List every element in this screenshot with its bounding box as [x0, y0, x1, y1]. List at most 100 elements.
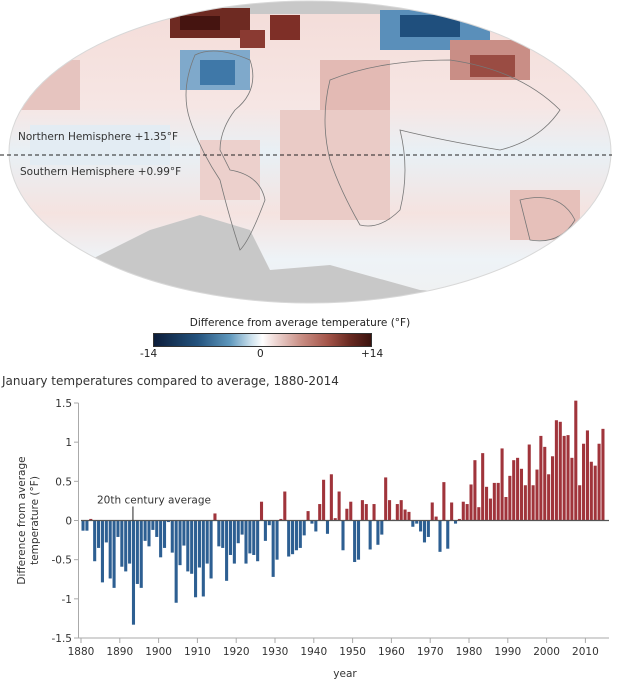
- y-axis-label-line2: temperature (°F): [29, 476, 41, 565]
- bar-1896: [143, 520, 147, 541]
- bar-1937: [302, 520, 306, 536]
- x-ticks: 1880 1890 1900 1910 1920 1930 1940 1950 1960 1970…: [68, 638, 599, 658]
- bar-1921: [240, 520, 244, 535]
- bar-1918: [228, 520, 233, 555]
- x-tick-label: 2000: [533, 646, 560, 658]
- bar-1917: [225, 520, 229, 581]
- bar-2002: [554, 420, 558, 521]
- bar-1998: [539, 435, 543, 521]
- x-tick-label: 1900: [145, 646, 172, 658]
- bar-1911: [201, 520, 205, 597]
- bars-group: [81, 400, 605, 625]
- bar-1946: [337, 491, 341, 521]
- x-tick-label: 1910: [184, 646, 211, 658]
- bar-1905: [178, 520, 182, 566]
- x-axis-label: year: [333, 668, 357, 680]
- bar-1885: [100, 520, 104, 583]
- bar-1913: [209, 520, 213, 579]
- x-tick-label: 1920: [223, 646, 250, 658]
- bar-1971: [434, 516, 438, 521]
- bar-1978: [461, 501, 465, 521]
- bar-1959: [388, 500, 392, 521]
- bar-1962: [399, 500, 403, 521]
- bar-1995: [527, 444, 531, 521]
- bar-1981: [473, 460, 477, 521]
- bar-2009: [582, 443, 586, 521]
- bar-1941: [318, 504, 322, 521]
- bar-2014: [601, 428, 605, 521]
- bar-1957: [380, 520, 384, 535]
- legend-title: Difference from average temperature (°F): [189, 317, 411, 329]
- x-tick-label: 1930: [262, 646, 289, 658]
- bar-1902: [166, 520, 170, 523]
- southern-hemisphere-label: Southern Hemisphere +0.99°F: [20, 166, 182, 178]
- bar-1947: [341, 520, 345, 551]
- y-tick-label: 0.5: [55, 476, 72, 488]
- bar-2013: [597, 443, 601, 521]
- northern-hemisphere-label: Northern Hemisphere +1.35°F: [18, 131, 179, 143]
- bar-1951: [356, 520, 361, 560]
- bar-1903: [170, 520, 174, 553]
- bar-1912: [205, 520, 209, 564]
- bar-1996: [531, 485, 535, 521]
- x-tick-label: 1980: [456, 646, 483, 658]
- bar-2001: [550, 456, 555, 521]
- bar-1940: [314, 520, 318, 532]
- bar-1987: [496, 482, 500, 521]
- bar-1990: [508, 475, 512, 521]
- bar-2011: [589, 461, 593, 521]
- bar-chart: 1.510.50-0.5-1-1.5 1880 1890 1900 1910 1920 1…: [16, 398, 609, 680]
- bar-1907: [186, 520, 190, 572]
- bar-1961: [395, 504, 399, 521]
- bar-1956: [376, 520, 380, 545]
- bar-1899: [155, 520, 159, 537]
- bar-1915: [217, 520, 221, 547]
- bar-1916: [221, 520, 225, 548]
- bar-1884: [97, 520, 101, 548]
- australia-outline: [519, 197, 576, 242]
- legend-min-label: -14: [140, 348, 158, 360]
- bar-1993: [519, 468, 524, 521]
- bar-1952: [360, 500, 364, 521]
- bar-1930: [275, 520, 279, 560]
- x-tick-label: 2010: [572, 646, 599, 658]
- bar-1964: [407, 511, 411, 521]
- bar-1888: [112, 520, 116, 588]
- y-tick-label: 0: [65, 516, 72, 528]
- bar-1889: [116, 520, 120, 537]
- bar-1992: [516, 457, 520, 521]
- bar-1968: [422, 520, 427, 543]
- y-tick-label: -1.5: [52, 633, 73, 645]
- bar-1958: [384, 477, 388, 521]
- temperature-anomaly-map: Northern Hemisphere +1.35°F Southern Hem…: [0, 0, 620, 305]
- bar-1943: [325, 520, 330, 534]
- bar-1898: [151, 520, 155, 530]
- bar-1929: [271, 520, 275, 577]
- bar-2006: [570, 457, 574, 521]
- globe: [9, 1, 611, 303]
- bar-2003: [558, 421, 562, 521]
- bar-1890: [120, 520, 124, 567]
- bar-1936: [298, 520, 302, 548]
- bar-1887: [108, 520, 112, 579]
- bar-1954: [368, 520, 372, 550]
- bar-1891: [124, 520, 128, 572]
- bar-1924: [252, 520, 256, 555]
- bar-1986: [492, 482, 496, 521]
- bar-1923: [248, 520, 252, 554]
- x-tick-label: 1950: [339, 646, 366, 658]
- bar-1914: [213, 513, 217, 521]
- annotation-label: 20th century average: [97, 495, 211, 507]
- bar-1950: [353, 520, 357, 563]
- bar-2005: [566, 435, 570, 521]
- legend-color-bar: [153, 333, 372, 347]
- bar-1984: [485, 486, 489, 521]
- bar-1934: [291, 520, 295, 555]
- americas-outline: [185, 50, 266, 251]
- bar-1953: [364, 504, 368, 521]
- x-tick-label: 1990: [494, 646, 521, 658]
- y-axis-label-line1: Difference from average: [16, 456, 28, 584]
- bar-1897: [147, 520, 151, 547]
- bar-1906: [182, 520, 186, 546]
- legend-mid-label: 0: [257, 348, 264, 360]
